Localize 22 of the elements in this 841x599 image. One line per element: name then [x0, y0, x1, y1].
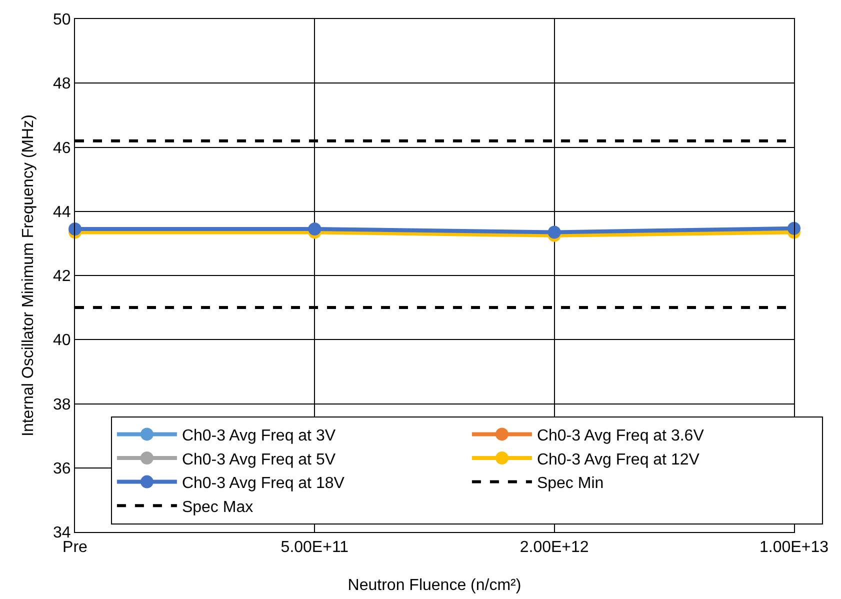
y-tick-label: 46 — [53, 140, 71, 157]
legend-label: Ch0-3 Avg Freq at 5V — [182, 451, 336, 468]
y-tick-label: 44 — [53, 204, 71, 221]
legend-label: Spec Min — [536, 475, 604, 492]
x-axis-title: Neutron Fluence (n/cm²) — [348, 577, 522, 594]
x-tick-label: Pre — [62, 539, 88, 556]
x-tick-label: 2.00E+12 — [520, 539, 589, 556]
x-tick-label: 1.00E+13 — [760, 539, 829, 556]
y-tick-label: 48 — [53, 76, 71, 93]
y-tick-label: 50 — [53, 12, 71, 29]
y-tick-label: 36 — [53, 460, 71, 478]
y-axis-title: Internal Oscillator Minimum Frequency (MHz) — [20, 114, 37, 436]
legend-label: Ch0-3 Avg Freq at 3V — [182, 427, 336, 444]
y-tick-label: 34 — [53, 524, 71, 542]
legend-label: Ch0-3 Avg Freq at 12V — [536, 451, 700, 468]
legend-label: Ch0-3 Avg Freq at 18V — [182, 475, 345, 492]
legend-label: Spec Max — [182, 498, 254, 516]
y-tick-label: 40 — [53, 332, 71, 350]
legend-label: Ch0-3 Avg Freq at 3.6V — [536, 427, 704, 444]
y-tick-label: 42 — [53, 268, 71, 286]
x-tick-label: 5.00E+11 — [280, 539, 349, 556]
y-tick-label: 38 — [53, 396, 71, 414]
